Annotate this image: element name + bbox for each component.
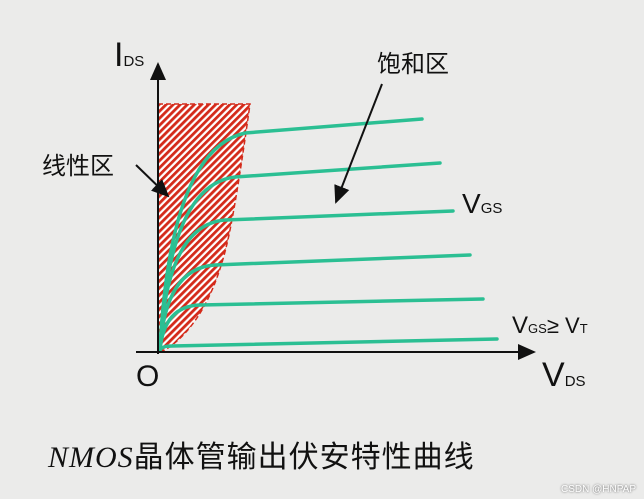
linear-arrow xyxy=(135,164,170,198)
curve-6 xyxy=(158,337,499,352)
threshold-main: V xyxy=(512,312,529,339)
curve-5 xyxy=(158,297,485,352)
vgs-label-sub: GS xyxy=(480,200,503,217)
origin-label: O xyxy=(136,360,160,393)
x-axis-label-main: V xyxy=(542,356,565,394)
saturation-arrow xyxy=(334,83,383,204)
threshold-sub2: T xyxy=(579,321,588,336)
y-axis-label-main: I xyxy=(114,36,124,74)
threshold-sub: GS xyxy=(528,321,547,336)
caption-text: 晶体管输出伏安特性曲线 xyxy=(133,440,475,475)
saturation-region-label: 饱和区 xyxy=(377,50,449,78)
y-axis-label-sub: DS xyxy=(123,53,145,70)
x-axis-label: VDS xyxy=(542,356,586,395)
threshold-relation: ≥ V xyxy=(546,313,580,338)
linear-region-label: 线性区 xyxy=(42,152,114,180)
vgs-label: VGS xyxy=(462,188,502,220)
caption: NMOS晶体管输出伏安特性曲线 xyxy=(48,432,475,476)
watermark: CSDN @HNPAP xyxy=(561,484,636,495)
vgs-label-main: V xyxy=(462,188,481,219)
curve-4 xyxy=(158,253,472,352)
caption-italic: NMOS xyxy=(48,441,134,474)
threshold-label: VGS≥ VT xyxy=(512,312,588,340)
x-axis-label-sub: DS xyxy=(564,373,586,390)
y-axis-label: IDS xyxy=(114,36,144,75)
